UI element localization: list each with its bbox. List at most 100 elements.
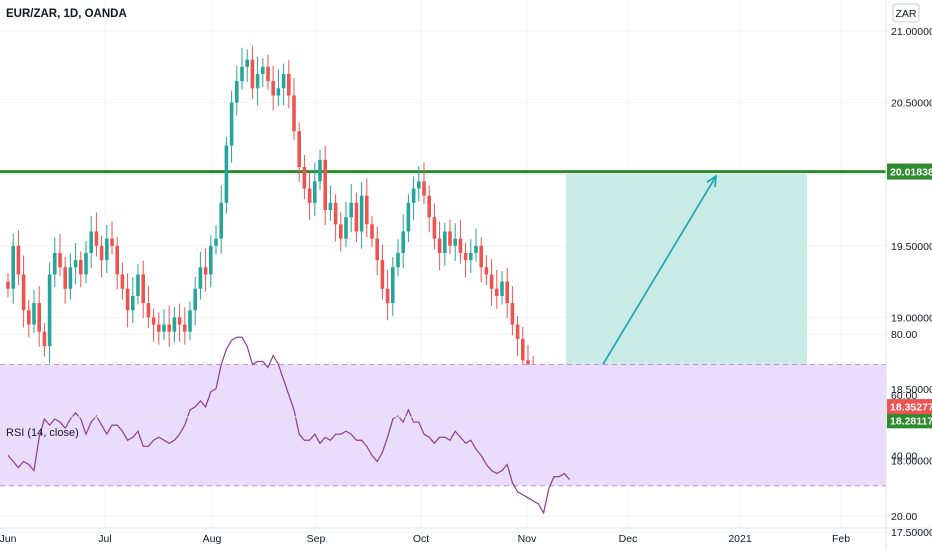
candle-body [380,260,385,289]
candle-body [422,181,426,196]
candle-body [89,231,93,253]
currency-button[interactable]: ZAR [892,3,920,23]
level-price-tag [887,412,932,429]
candle-body [16,245,21,275]
candle-body [427,195,431,218]
rsi-tick-label: 20.00 [891,511,917,523]
candle-body [292,95,296,132]
candle-body [151,317,156,325]
candle-body [437,238,442,253]
rsi-label[interactable]: RSI (14, close) [6,427,79,439]
candle-body [21,274,26,311]
time-tick-label: Aug [203,533,222,545]
candle-body [203,267,208,275]
candle-body [458,238,463,253]
candle-body [479,245,483,268]
candle-body [79,260,83,275]
candle-body [141,274,145,304]
rsi-band [0,364,886,486]
candle-body [349,202,353,218]
candle-body [209,245,213,275]
target-arrow-head [706,174,718,188]
time-tick-label: Sep [307,533,326,545]
candle-body [99,245,104,261]
candle-body [162,324,166,332]
time-tick-label: Nov [518,533,537,545]
candle-body [84,252,88,275]
time-tick-label: Jul [98,533,111,545]
candle-body [266,66,270,82]
candle-body [510,303,515,325]
rsi-line [7,336,571,515]
candle-body [157,324,161,332]
candle-body [58,252,62,268]
candle-body [73,260,78,268]
candle-body [235,81,239,103]
price-tick-label: 18.00000 [891,456,932,468]
candle-body [261,66,265,74]
candle-body [505,281,509,304]
candle-body [6,281,10,289]
candle-body [417,181,421,189]
price-tick-label: 19.00000 [891,312,932,324]
candle-body [443,231,447,253]
candle-body [489,274,494,289]
candle-body [250,59,255,89]
candle-body [495,288,499,296]
price-tick-label: 20.50000 [891,98,932,110]
price-tick-label: 17.50000 [891,527,932,539]
time-tick-label: 2021 [728,533,752,545]
candle-body [120,274,125,289]
candle-body [385,288,390,304]
level-price-tag-label: 18.28117 [890,415,932,427]
candle-body [53,252,57,275]
candle-body [333,202,338,225]
candle-body [47,274,52,347]
candle-body [198,267,203,289]
candle-body [411,188,416,203]
candle-body [500,281,504,296]
candle-body [183,324,187,332]
candle-body [318,159,322,182]
rsi-tick-label: 80.00 [891,329,917,341]
candle-body [224,145,229,203]
candle-body [339,224,343,239]
candle-body [354,202,359,232]
candle-body [521,338,525,361]
candle-body [32,303,36,325]
last-price-tag-label: 18.35277 [890,402,932,414]
candle-body [474,245,478,253]
candle-body [188,310,192,332]
candle-body [193,288,197,311]
candle-body [515,324,520,339]
candle-body [177,317,182,325]
time-tick-label: Oct [413,533,429,545]
time-tick-label: Dec [619,533,638,545]
time-tick-label: Feb [832,533,850,545]
candle-body [167,324,171,332]
candle-body [281,73,286,89]
candle-body [406,202,411,232]
candle-body [172,317,177,332]
candle-body [313,181,317,203]
candle-body [344,217,348,239]
candle-body [432,217,437,239]
candles [6,45,572,453]
candle-body [110,238,114,246]
candle-body [359,195,364,232]
candle-body [328,202,333,210]
symbol-label[interactable]: EUR/ZAR, 1D, OANDA [6,8,127,20]
level-price-tag-label: 20.01838 [890,167,932,179]
candle-body [463,252,468,261]
candle-body [323,159,327,210]
rsi-tick-label: 60.00 [891,390,917,402]
candle-body [136,274,140,296]
candle-body [370,224,374,239]
candle-body [68,267,73,289]
candle-body [131,295,135,311]
candle-body [453,238,457,246]
time-tick-label: Jun [0,533,17,545]
